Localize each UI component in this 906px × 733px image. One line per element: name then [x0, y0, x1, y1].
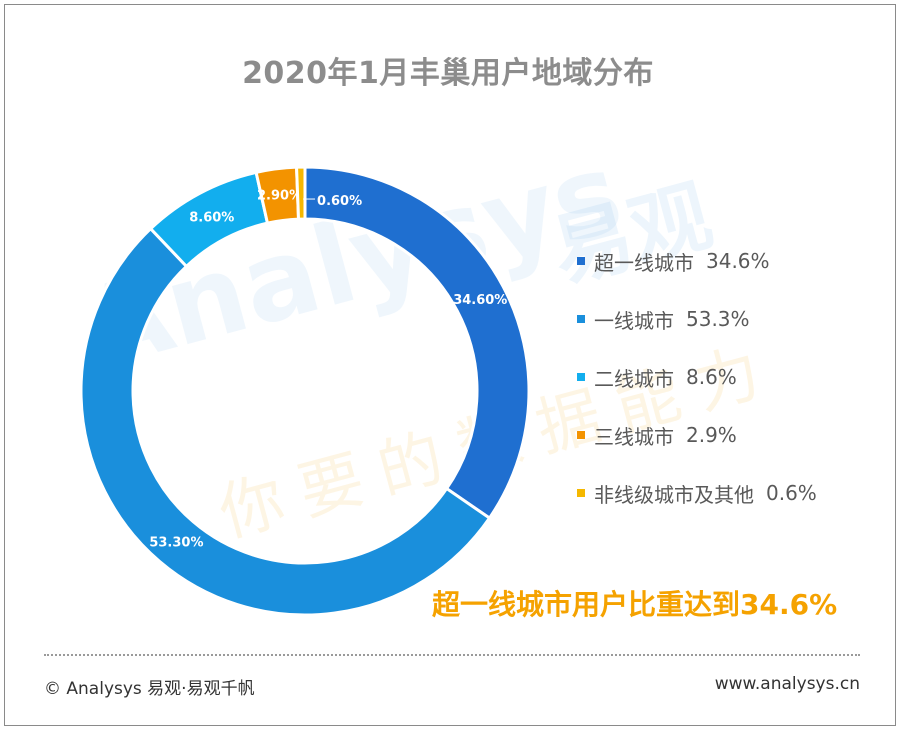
legend-item: 超一线城市 34.6% [577, 232, 817, 290]
legend-value: 2.9% [686, 423, 737, 447]
legend-value: 53.3% [686, 307, 750, 331]
legend-swatch [577, 257, 585, 265]
legend-item: 一线城市 53.3% [577, 290, 817, 348]
data-label: 34.60% [453, 293, 507, 308]
legend-value: 34.6% [706, 249, 770, 273]
data-label: 2.90% [257, 189, 302, 204]
data-label: 53.30% [149, 536, 203, 551]
donut-slice [303, 165, 531, 521]
legend-item: 三线城市 2.9% [577, 406, 817, 464]
data-label: 0.60% [317, 194, 362, 209]
legend-swatch [577, 315, 585, 323]
legend-label: 三线城市 [594, 424, 674, 449]
donut-slice [79, 226, 492, 617]
legend-swatch [577, 489, 585, 497]
legend-label: 超一线城市 [594, 250, 694, 275]
footer-copyright: © Analysys 易观·易观千帆 [44, 679, 255, 699]
legend-item: 二线城市 8.6% [577, 348, 817, 406]
legend-value: 0.6% [766, 481, 817, 505]
footer-divider [44, 654, 860, 656]
legend-value: 8.6% [686, 365, 737, 389]
legend-label: 一线城市 [594, 308, 674, 333]
highlight-callout: 超一线城市用户比重达到34.6% [432, 588, 838, 621]
legend-label: 二线城市 [594, 366, 674, 391]
footer-website: www.analysys.cn [714, 674, 860, 694]
donut-slice [295, 165, 307, 221]
legend-swatch [577, 431, 585, 439]
chart-legend: 超一线城市 34.6% 一线城市 53.3% 二线城市 8.6% 三线城市 2.… [577, 232, 817, 522]
legend-label: 非线级城市及其他 [594, 482, 754, 507]
chart-frame [4, 4, 896, 726]
legend-swatch [577, 373, 585, 381]
data-label: 8.60% [189, 210, 234, 225]
chart-title: 2020年1月丰巢用户地域分布 [242, 56, 654, 91]
legend-item: 非线级城市及其他 0.6% [577, 464, 817, 522]
